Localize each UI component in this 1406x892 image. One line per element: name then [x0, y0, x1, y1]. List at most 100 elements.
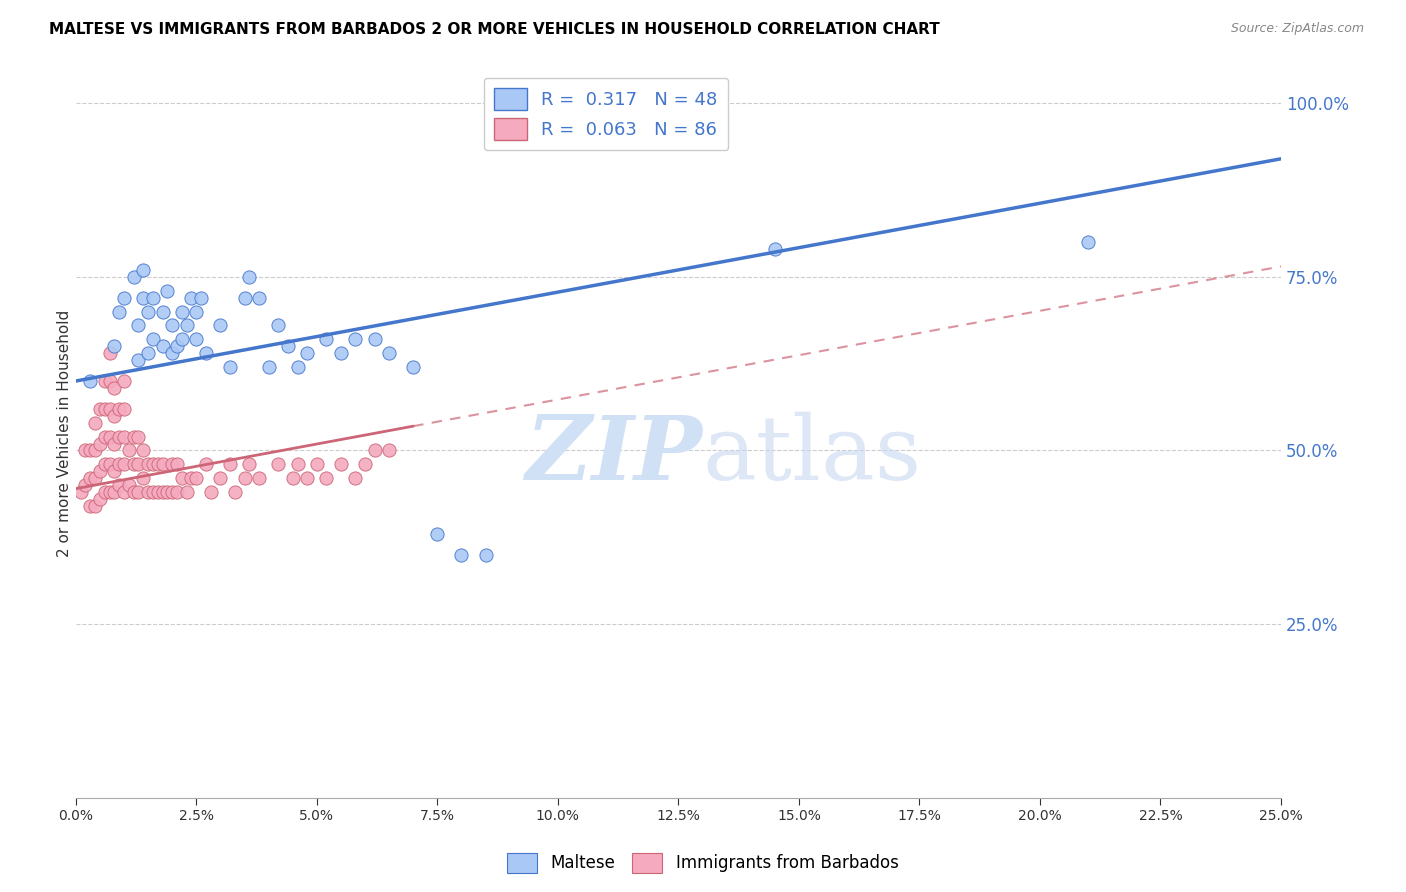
Point [79, 471, 101, 485]
Point [305, 458, 328, 472]
Point [89, 464, 111, 478]
Point [142, 458, 165, 472]
Point [160, 485, 183, 500]
Point [98, 401, 121, 416]
Point [426, 526, 449, 541]
Point [233, 471, 256, 485]
Point [103, 464, 125, 478]
Point [315, 332, 337, 346]
Point [75, 478, 97, 492]
Point [354, 458, 377, 472]
Point [84, 499, 107, 513]
Point [295, 471, 318, 485]
Point [79, 443, 101, 458]
Point [190, 291, 212, 305]
Point [108, 429, 131, 443]
Point [176, 318, 198, 333]
Point [186, 471, 208, 485]
Point [166, 485, 188, 500]
Point [108, 458, 131, 472]
Point [156, 284, 179, 298]
Point [98, 458, 121, 472]
Point [152, 339, 174, 353]
Point [122, 429, 145, 443]
Point [166, 458, 188, 472]
Point [84, 471, 107, 485]
Point [112, 401, 135, 416]
Point [219, 458, 242, 472]
Point [112, 291, 135, 305]
Point [103, 381, 125, 395]
Point [136, 458, 159, 472]
Point [247, 291, 270, 305]
Point [93, 458, 115, 472]
Point [200, 485, 222, 500]
Point [103, 409, 125, 423]
Point [170, 304, 193, 318]
Point [98, 374, 121, 388]
Point [142, 332, 165, 346]
Legend: R =  0.317   N = 48, R =  0.063   N = 86: R = 0.317 N = 48, R = 0.063 N = 86 [484, 78, 728, 151]
Point [402, 360, 425, 375]
Point [1077, 235, 1099, 249]
Point [103, 485, 125, 500]
Point [329, 458, 352, 472]
Point [170, 332, 193, 346]
Point [112, 458, 135, 472]
Point [363, 332, 385, 346]
Point [344, 332, 367, 346]
Point [89, 436, 111, 450]
Point [84, 443, 107, 458]
Point [98, 485, 121, 500]
Y-axis label: 2 or more Vehicles in Household: 2 or more Vehicles in Household [58, 310, 72, 557]
Point [132, 291, 155, 305]
Point [108, 304, 131, 318]
Point [329, 346, 352, 360]
Point [142, 485, 165, 500]
Point [160, 458, 183, 472]
Point [93, 374, 115, 388]
Point [450, 548, 472, 562]
Point [79, 499, 101, 513]
Point [160, 318, 183, 333]
Point [295, 346, 318, 360]
Point [344, 471, 367, 485]
Point [315, 471, 337, 485]
Point [98, 429, 121, 443]
Point [378, 443, 401, 458]
Point [152, 458, 174, 472]
Text: ZIP: ZIP [526, 412, 703, 499]
Point [93, 401, 115, 416]
Point [363, 443, 385, 458]
Point [281, 471, 304, 485]
Point [152, 304, 174, 318]
Point [209, 318, 232, 333]
Point [108, 478, 131, 492]
Text: Source: ZipAtlas.com: Source: ZipAtlas.com [1230, 22, 1364, 36]
Point [238, 269, 260, 284]
Point [93, 485, 115, 500]
Point [166, 339, 188, 353]
Point [132, 443, 155, 458]
Point [238, 458, 260, 472]
Point [287, 458, 309, 472]
Point [474, 548, 496, 562]
Point [257, 360, 280, 375]
Point [75, 443, 97, 458]
Point [176, 485, 198, 500]
Point [132, 263, 155, 277]
Point [122, 485, 145, 500]
Point [180, 291, 202, 305]
Point [267, 458, 290, 472]
Point [132, 471, 155, 485]
Point [118, 478, 141, 492]
Point [84, 416, 107, 430]
Point [277, 339, 299, 353]
Point [103, 339, 125, 353]
Point [118, 443, 141, 458]
Point [152, 485, 174, 500]
Point [127, 429, 149, 443]
Legend: Maltese, Immigrants from Barbados: Maltese, Immigrants from Barbados [501, 847, 905, 880]
Point [69, 485, 91, 500]
Point [247, 471, 270, 485]
